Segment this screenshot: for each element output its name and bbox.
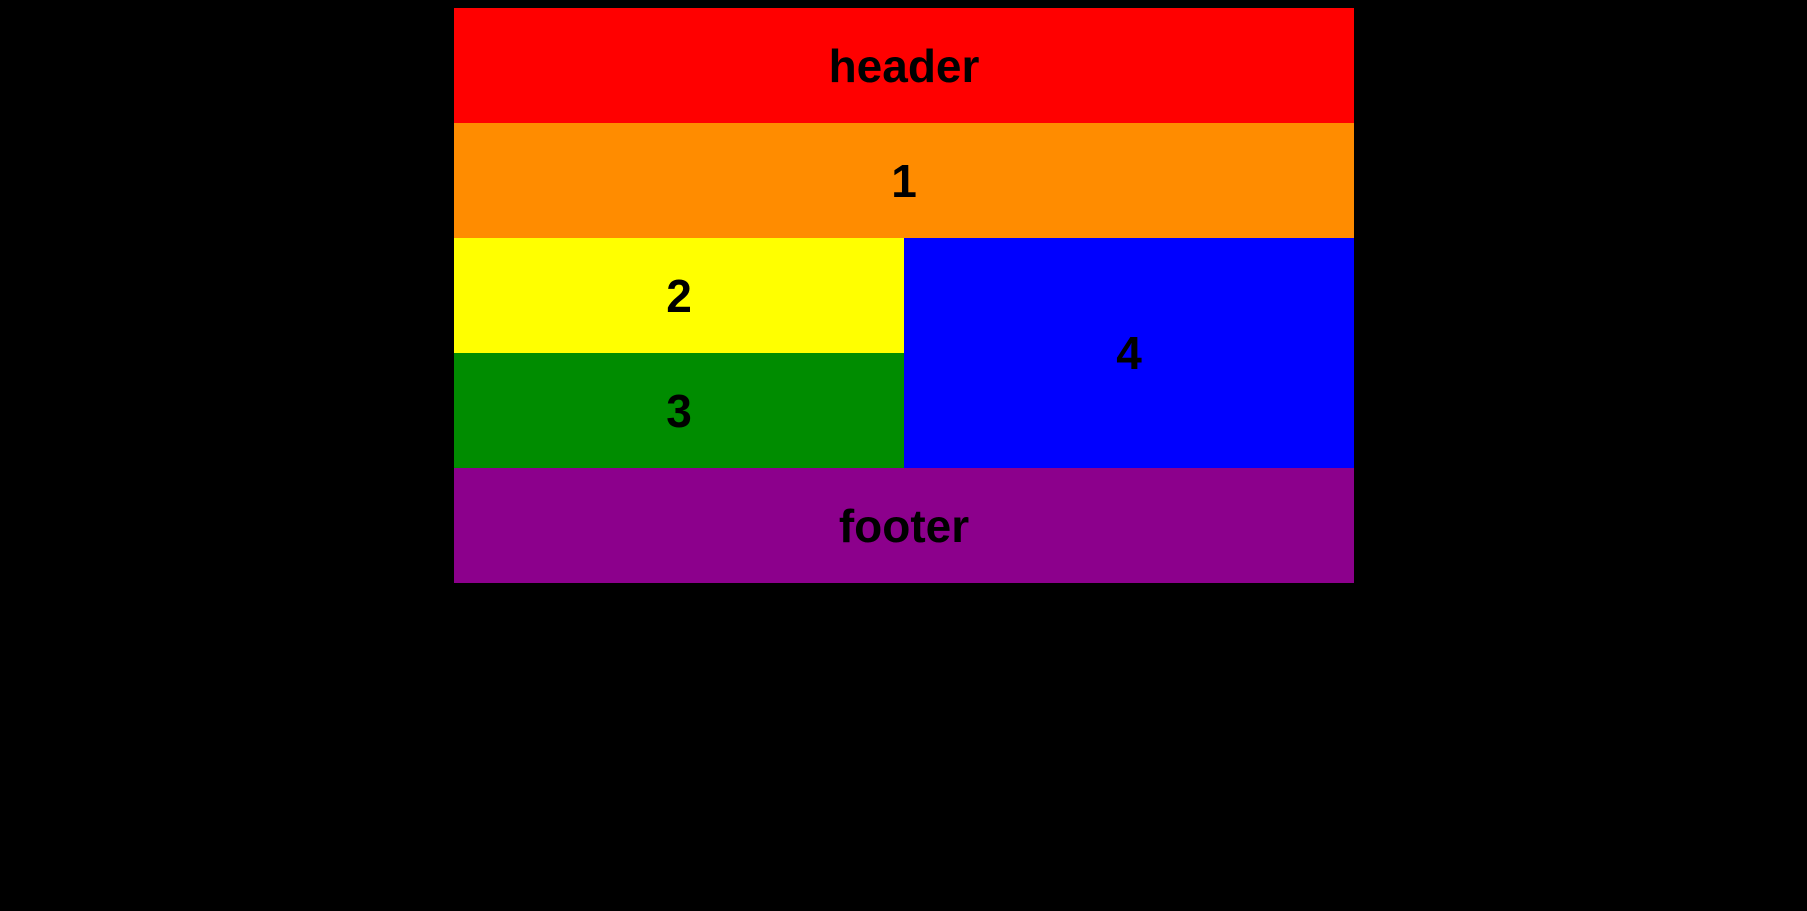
block-4-label: 4 [1116,327,1142,379]
block-3: 3 [454,353,904,468]
block-1-label: 1 [891,154,917,207]
block-4: 4 [904,238,1354,468]
block-2: 2 [454,238,904,353]
grid-layout: header 1 2 3 4 footer [454,8,1354,583]
footer-block: footer [454,468,1354,583]
block-3-label: 3 [666,384,692,437]
block-2-label: 2 [666,269,692,322]
header-label: header [828,39,980,92]
header-block: header [454,8,1354,123]
footer-label: footer [838,499,970,552]
block-1: 1 [454,123,1354,238]
